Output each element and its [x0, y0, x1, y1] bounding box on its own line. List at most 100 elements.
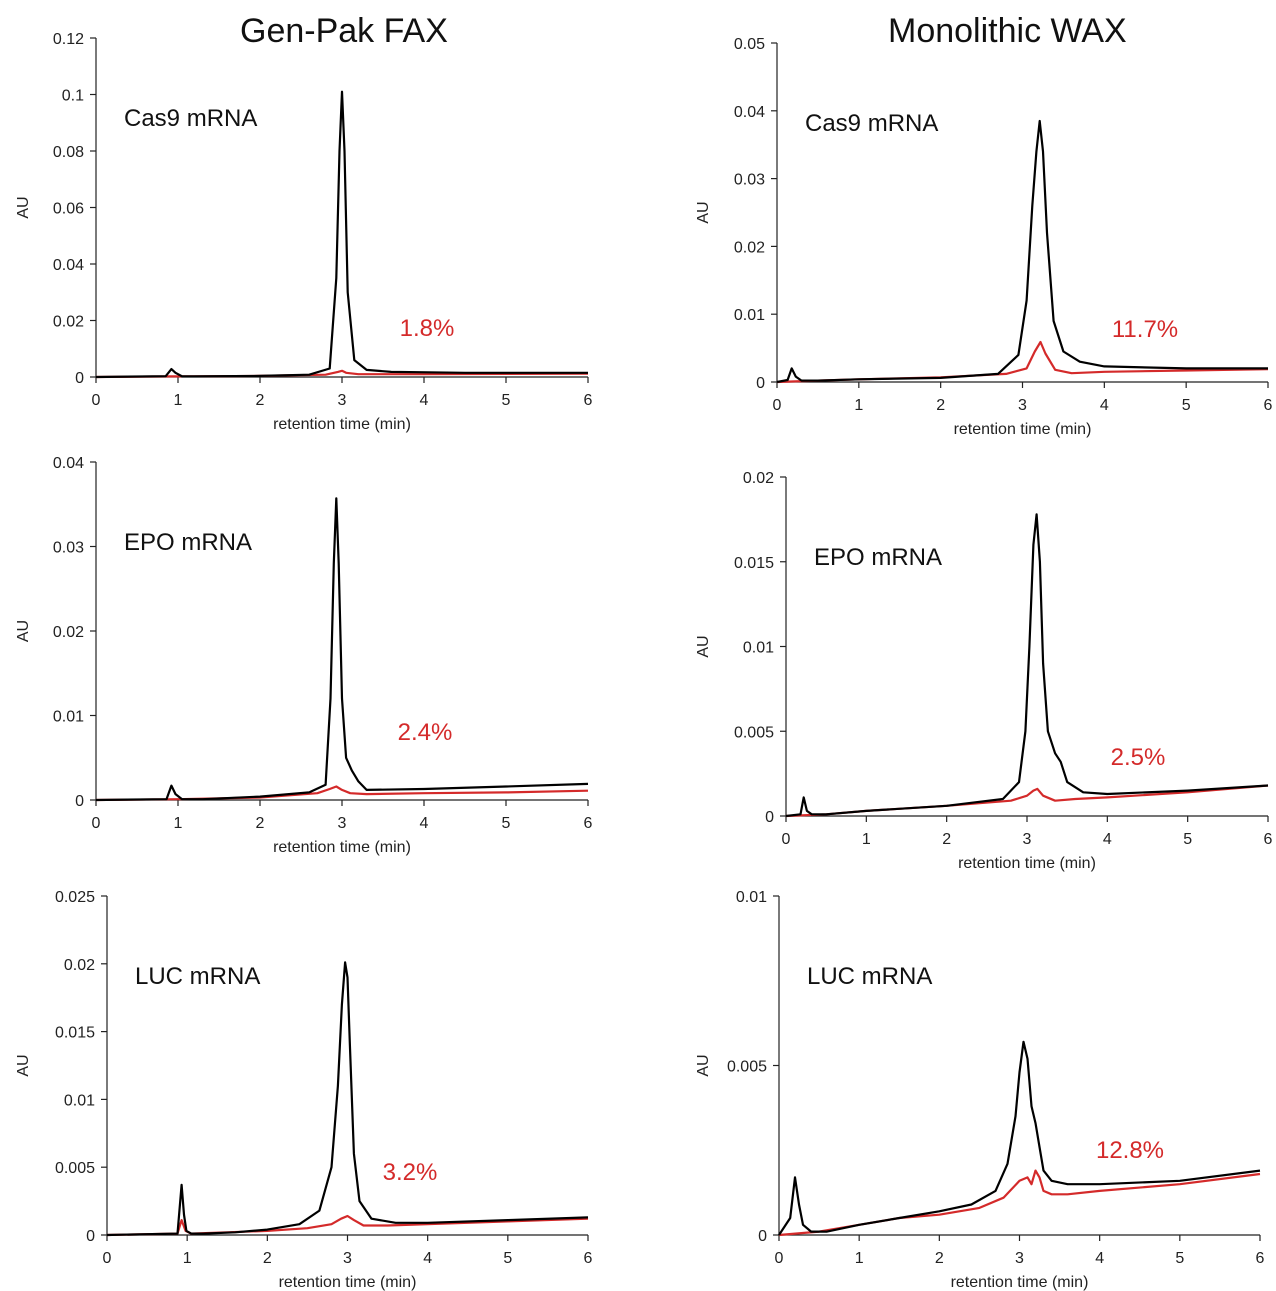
panel-6: 0 0.005 0.01 0 1 2 3 4 5 6 retention time (min) AU L… [695, 889, 1265, 1291]
x-tick-label: 3 [343, 1250, 352, 1267]
y-tick-label: 0.015 [734, 555, 774, 572]
x-tick-label: 3 [338, 392, 347, 409]
x-tick-label: 2 [942, 831, 951, 848]
y-tick-label: 0.04 [53, 257, 84, 274]
x-axis-label: retention time (min) [279, 1274, 417, 1291]
x-tick-label: 2 [256, 392, 265, 409]
y-axis-label: AU [15, 1054, 32, 1076]
x-tick-label: 5 [1175, 1250, 1184, 1267]
y-tick-label: 0.015 [55, 1025, 95, 1042]
x-tick-label: 3 [1018, 397, 1027, 414]
y-tick-label: 0.005 [727, 1059, 767, 1076]
x-tick-label: 1 [854, 397, 863, 414]
y-tick-label: 0.04 [734, 104, 765, 121]
x-tick-label: 0 [782, 831, 791, 848]
panel-2: 0 0.01 0.02 0.03 0.04 0 1 2 3 4 5 6 retention time (… [15, 455, 593, 856]
y-tick-label: 0.04 [53, 455, 84, 472]
x-tick-label: 4 [423, 1250, 432, 1267]
x-tick-label: 4 [1103, 831, 1112, 848]
sample-label: Cas9 mRNA [805, 110, 938, 137]
y-tick-label: 0.01 [53, 709, 84, 726]
percentage-annotation: 12.8% [1096, 1137, 1164, 1164]
x-tick-label: 0 [92, 815, 101, 832]
x-tick-label: 1 [183, 1250, 192, 1267]
x-tick-label: 2 [256, 815, 265, 832]
y-tick-label: 0 [86, 1228, 95, 1245]
y-tick-label: 0.02 [734, 239, 765, 256]
y-tick-label: 0 [75, 793, 84, 810]
y-tick-label: 0 [756, 375, 765, 392]
x-tick-label: 6 [1264, 397, 1273, 414]
percentage-annotation: 2.5% [1111, 744, 1166, 771]
y-tick-label: 0.02 [53, 624, 84, 641]
x-tick-label: 5 [1182, 397, 1191, 414]
x-tick-label: 4 [420, 392, 429, 409]
x-tick-label: 6 [584, 392, 593, 409]
x-tick-label: 4 [420, 815, 429, 832]
x-axis-label: retention time (min) [958, 855, 1096, 872]
y-tick-label: 0 [765, 809, 774, 826]
x-tick-label: 0 [103, 1250, 112, 1267]
x-tick-label: 1 [855, 1250, 864, 1267]
x-tick-label: 2 [935, 1250, 944, 1267]
panel-1: 0 0.02 0.04 0.06 0.08 0.1 0.12 0 1 2 3 4 5 6 retention… [15, 31, 593, 433]
x-tick-label: 6 [584, 815, 593, 832]
chromatogram-trace [785, 513, 1269, 818]
chromatogram-trace [778, 1040, 1261, 1236]
y-axis-label: AU [695, 201, 712, 223]
column-title-right: Monolithic WAX [888, 12, 1127, 50]
x-tick-label: 1 [174, 815, 183, 832]
y-axis-label: AU [15, 196, 32, 218]
panel-3: 0 0.005 0.01 0.015 0.02 0.025 0 1 2 3 4 5 6 retention… [15, 889, 593, 1291]
x-tick-label: 2 [263, 1250, 272, 1267]
x-tick-label: 5 [502, 815, 511, 832]
sample-label: EPO mRNA [814, 544, 942, 571]
x-tick-label: 1 [174, 392, 183, 409]
x-tick-label: 0 [775, 1250, 784, 1267]
y-tick-label: 0.02 [64, 957, 95, 974]
percentage-annotation: 1.8% [400, 315, 455, 342]
x-tick-label: 5 [503, 1250, 512, 1267]
x-tick-label: 5 [1183, 831, 1192, 848]
y-tick-label: 0.02 [53, 314, 84, 331]
x-tick-label: 0 [92, 392, 101, 409]
y-tick-label: 0.08 [53, 144, 84, 161]
x-tick-label: 0 [773, 397, 782, 414]
percentage-annotation: 2.4% [398, 719, 453, 746]
y-axis-label: AU [695, 635, 712, 657]
column-title-left: Gen-Pak FAX [240, 12, 448, 50]
y-tick-label: 0.005 [55, 1160, 95, 1177]
sample-label: EPO mRNA [124, 529, 252, 556]
x-tick-label: 3 [338, 815, 347, 832]
sample-label: LUC mRNA [807, 963, 932, 990]
x-tick-label: 2 [936, 397, 945, 414]
chromatogram-trace [95, 497, 589, 802]
percentage-annotation: 3.2% [383, 1159, 438, 1186]
fraction-trace [106, 1214, 589, 1237]
x-tick-label: 3 [1015, 1250, 1024, 1267]
chromatogram-trace [95, 90, 588, 379]
y-tick-label: 0.01 [734, 307, 765, 324]
y-tick-label: 0.03 [53, 540, 84, 557]
y-tick-label: 0 [75, 370, 84, 387]
y-tick-label: 0.01 [743, 640, 774, 657]
y-tick-label: 0.1 [62, 88, 84, 105]
x-axis-label: retention time (min) [273, 839, 411, 856]
x-axis-label: retention time (min) [951, 1274, 1089, 1291]
y-tick-label: 0.02 [743, 470, 774, 487]
panel-5: 0 0.005 0.01 0.015 0.02 0 1 2 3 4 5 6 retention time… [695, 470, 1273, 872]
x-axis-label: retention time (min) [273, 416, 411, 433]
x-tick-label: 6 [584, 1250, 593, 1267]
y-tick-label: 0.05 [734, 36, 765, 53]
y-axis-label: AU [15, 620, 32, 642]
y-tick-label: 0.01 [736, 889, 767, 906]
sample-label: LUC mRNA [135, 963, 260, 990]
x-tick-label: 4 [1095, 1250, 1104, 1267]
y-tick-label: 0 [758, 1228, 767, 1245]
sample-label: Cas9 mRNA [124, 105, 257, 132]
y-tick-label: 0.025 [55, 889, 95, 906]
x-axis-label: retention time (min) [954, 421, 1092, 438]
x-tick-label: 4 [1100, 397, 1109, 414]
